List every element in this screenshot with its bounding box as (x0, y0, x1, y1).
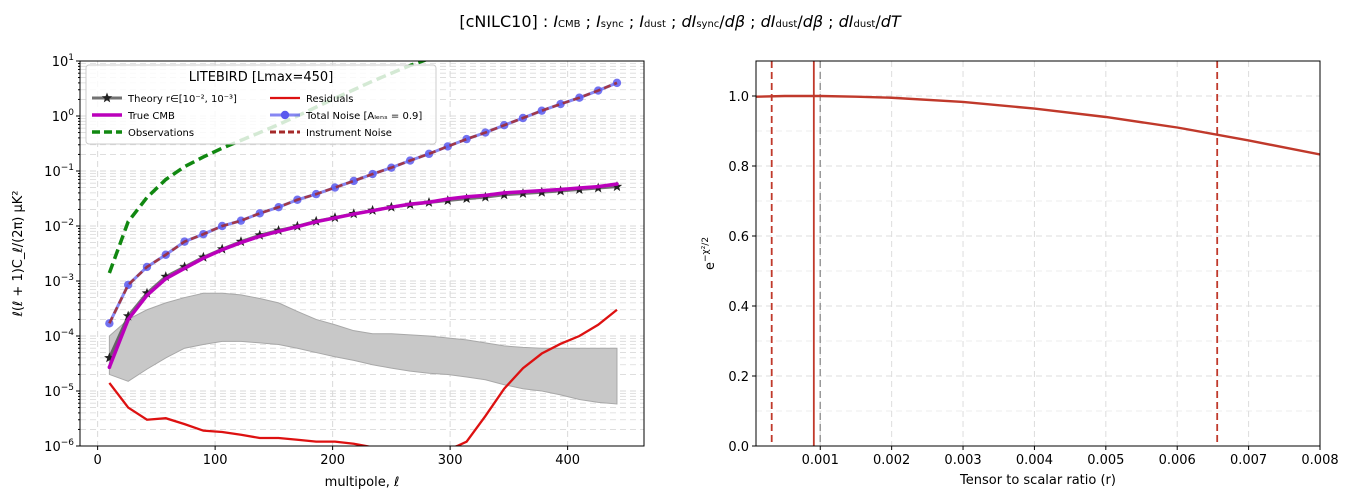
y-tick-label: 10−4 (44, 328, 74, 345)
legend-total-noise-swatch (270, 110, 300, 120)
y-axis-label: e−χ²/2 (701, 237, 718, 270)
true-cmb-point (182, 266, 187, 271)
y-tick-label: 0.0 (728, 440, 749, 455)
left-axes-frame (79, 60, 645, 447)
x-tick-label: 0.001 (802, 453, 839, 468)
x-tick-label: 0.005 (1087, 453, 1124, 468)
x-tick-label: 0.007 (1230, 453, 1267, 468)
true-cmb-point (577, 186, 582, 190)
true-cmb-point (276, 229, 281, 234)
y-tick-label: 10−5 (44, 383, 74, 400)
theory-point (141, 287, 153, 298)
series-residuals (108, 308, 618, 446)
true-cmb-point (558, 187, 563, 192)
y-tick-label: 0.8 (728, 160, 749, 175)
true-cmb-point (521, 189, 525, 194)
figure-title-text: [cNILC10] : ICMB ; Isync ; Idust ; dIsyn… (459, 12, 901, 31)
legend-true-cmb-label: True CMB (127, 111, 175, 122)
true-cmb-point (314, 219, 318, 224)
true-cmb-point (163, 276, 168, 281)
right-chart-plot: 0.001 0.002 0.003 0.004 0.005 0.006 0.007 0.008… (701, 60, 1339, 488)
y-tick-label: 0.4 (728, 300, 749, 315)
theory-point (122, 310, 134, 321)
x-axis-label: multipole, ℓ (325, 475, 400, 490)
series-instrument-noise (108, 81, 618, 324)
legend-residuals-label: Residuals (306, 94, 353, 105)
x-tick-label: 0 (93, 453, 101, 468)
x-tick-label: 0.004 (1016, 453, 1053, 468)
y-tick-label: 0.2 (728, 370, 749, 385)
x-tick-label: 200 (320, 453, 345, 468)
y-axis-label: ℓ(ℓ + 1)C_ℓ/(2π) μK² (11, 190, 26, 317)
y-tick-label: 1.0 (728, 90, 749, 105)
true-cmb-point (389, 205, 394, 209)
true-cmb-point (239, 240, 243, 245)
true-cmb-point (220, 247, 224, 252)
x-axis-label: Tensor to scalar ratio (r) (959, 473, 1116, 488)
true-cmb-point (145, 293, 149, 298)
error-band (108, 292, 618, 405)
series-true-cmb (107, 182, 618, 368)
likelihood-curve (756, 94, 1320, 156)
y-tick-label: 0.6 (728, 230, 749, 245)
y-tick-label: 10−6 (44, 438, 74, 455)
theory-point (160, 271, 171, 282)
legend-theory-swatch (92, 92, 122, 103)
true-cmb-point (257, 234, 262, 239)
true-cmb-point (333, 216, 337, 220)
true-cmb-point (615, 182, 619, 186)
y-tick-label: 10−2 (44, 218, 74, 235)
x-tick-label: 0.003 (944, 453, 981, 468)
true-cmb-point (370, 208, 375, 213)
y-tick-label: 101 (52, 53, 74, 70)
true-cmb-point (107, 365, 112, 370)
x-tick-label: 0.002 (873, 453, 910, 468)
y-tick-label: 10−1 (44, 163, 74, 180)
y-tick-label: 100 (52, 108, 75, 125)
figure-title: [cNILC10] : ICMB ; Isync ; Idust ; dIsyn… (0, 12, 1350, 31)
legend-title: LITEBIRD [Lmax=450] (189, 70, 334, 85)
x-tick-label: 300 (438, 453, 463, 468)
true-cmb-point (539, 188, 544, 193)
true-cmb-point (351, 212, 356, 216)
x-tick-label: 0.006 (1159, 453, 1196, 468)
true-cmb-point (483, 193, 488, 198)
true-cmb-point (295, 224, 300, 229)
true-cmb-point (126, 317, 130, 322)
true-cmb-point (464, 194, 469, 199)
true-cmb-point (201, 256, 206, 260)
legend-theory-label: Theory r∈[10⁻², 10⁻³] (127, 94, 237, 105)
true-cmb-point (445, 197, 450, 201)
legend-marker (101, 92, 113, 103)
right-axes-frame (755, 60, 1321, 447)
y-tick-label: 10−3 (44, 273, 74, 290)
true-cmb-point (427, 200, 431, 205)
x-tick-label: 0.008 (1301, 453, 1338, 468)
theory-point (611, 181, 623, 192)
legend-instrument-noise-label: Instrument Noise (306, 128, 392, 139)
true-cmb-point (502, 191, 506, 195)
true-cmb-point (596, 184, 600, 189)
legend-observations-label: Observations (128, 128, 194, 139)
x-tick-label: 400 (555, 453, 580, 468)
theory-point (104, 352, 115, 363)
legend-total-noise-label: Total Noise [Aₗₑₙₛ = 0.9] (305, 111, 422, 122)
legend-marker (280, 110, 290, 120)
x-tick-label: 100 (203, 453, 228, 468)
left-chart-plot: 0 100 200 300 400 10−6 10−5 10−4 10−3 10−2 10−1 100… (11, 53, 645, 490)
true-cmb-point (408, 202, 412, 206)
right-plot-area (756, 61, 1320, 446)
legend-box (85, 64, 437, 145)
